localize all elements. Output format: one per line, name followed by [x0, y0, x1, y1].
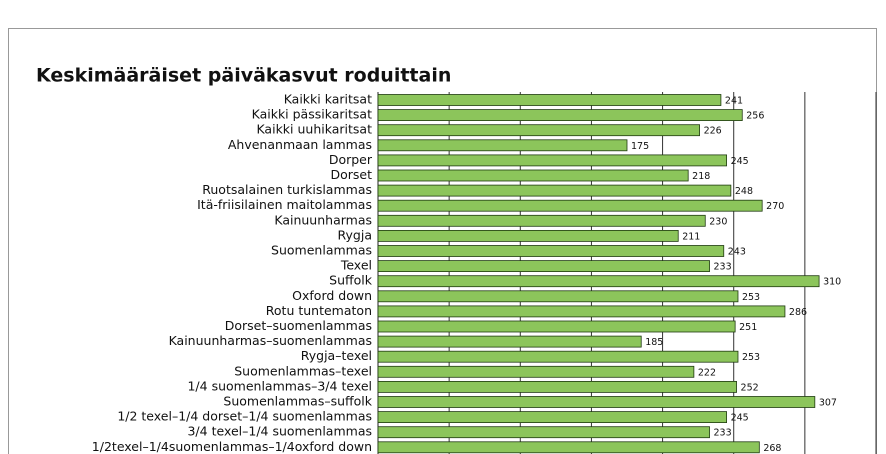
value-label: 268 — [763, 443, 781, 454]
category-label: Kaikki pässikaritsat — [252, 107, 372, 122]
bar — [377, 380, 737, 393]
bar — [377, 229, 679, 242]
value-label: 245 — [731, 413, 749, 424]
category-label: Kaikki karitsat — [284, 92, 372, 107]
value-label: 222 — [698, 367, 716, 378]
value-label: 233 — [714, 262, 732, 273]
category-label: 3/4 texel–1/4 suomenlammas — [187, 424, 372, 439]
value-label: 241 — [725, 96, 743, 107]
value-label: 248 — [735, 186, 753, 197]
bar — [377, 109, 743, 121]
bar — [377, 411, 728, 424]
category-label: Rygja–texel — [301, 348, 372, 363]
category-label: Dorper — [329, 152, 373, 167]
category-label: Ruotsalainen turkislammas — [202, 182, 372, 197]
value-label: 253 — [742, 352, 760, 363]
category-label: Rygja — [338, 227, 372, 242]
bar — [377, 94, 722, 106]
value-label: 251 — [739, 322, 757, 333]
category-label: Suomenlammas — [271, 243, 372, 258]
bar — [377, 184, 732, 197]
bar — [377, 260, 710, 273]
value-label: 245 — [731, 156, 749, 167]
bar — [377, 290, 739, 303]
category-label: Kainuunharmas — [274, 212, 372, 227]
bar — [377, 441, 760, 454]
value-label: 226 — [704, 126, 722, 137]
category-label: 1/2texel–1/4suomenlammas–1/4oxford down — [92, 439, 372, 454]
category-label: Rotu tuntematon — [266, 303, 372, 318]
category-label: Suffolk — [329, 273, 373, 288]
bar — [377, 169, 689, 182]
category-label: Ahvenanmaan lammas — [228, 137, 372, 152]
category-label: Itä-friisilainen maitolammas — [197, 197, 372, 212]
bar — [377, 214, 706, 227]
value-label: 256 — [746, 111, 764, 122]
category-label: Dorset–suomenlammas — [225, 318, 372, 333]
value-label: 175 — [631, 141, 649, 152]
category-label: Oxford down — [292, 288, 372, 303]
category-label: Kainuunharmas–suomenlammas — [169, 333, 372, 348]
value-label: 307 — [819, 398, 837, 409]
value-label: 233 — [714, 428, 732, 439]
bar — [377, 275, 820, 288]
value-label: 310 — [823, 277, 841, 288]
bar — [377, 365, 695, 378]
value-label: 286 — [789, 307, 807, 318]
category-label: 1/2 texel–1/4 dorset–1/4 suomenlammas — [117, 409, 372, 424]
value-label: 252 — [741, 382, 759, 393]
bar — [377, 320, 736, 333]
bar — [377, 199, 763, 212]
bar — [377, 245, 725, 257]
bar — [377, 124, 700, 137]
bar — [377, 335, 642, 348]
value-label: 185 — [645, 337, 663, 348]
bar — [377, 426, 710, 439]
category-label: 1/4 suomenlammas–3/4 texel — [187, 378, 372, 393]
category-label: Texel — [340, 258, 372, 273]
value-label: 218 — [692, 171, 710, 182]
bar — [377, 154, 728, 167]
value-label: 243 — [728, 247, 746, 258]
bar — [377, 396, 816, 408]
category-label: Suomenlammas–texel — [234, 363, 372, 378]
value-label: 211 — [682, 231, 700, 242]
value-label: 270 — [766, 201, 784, 212]
category-label: Dorset — [330, 167, 372, 182]
category-label: Suomenlammas–suffolk — [223, 394, 372, 409]
bar — [377, 350, 739, 363]
value-label: 253 — [742, 292, 760, 303]
category-label: Kaikki uuhikaritsat — [256, 122, 372, 137]
bar — [377, 139, 628, 152]
chart-title: Keskimääräiset päiväkasvut roduittain — [36, 65, 451, 87]
value-label: 230 — [709, 216, 727, 227]
bar — [377, 305, 786, 318]
